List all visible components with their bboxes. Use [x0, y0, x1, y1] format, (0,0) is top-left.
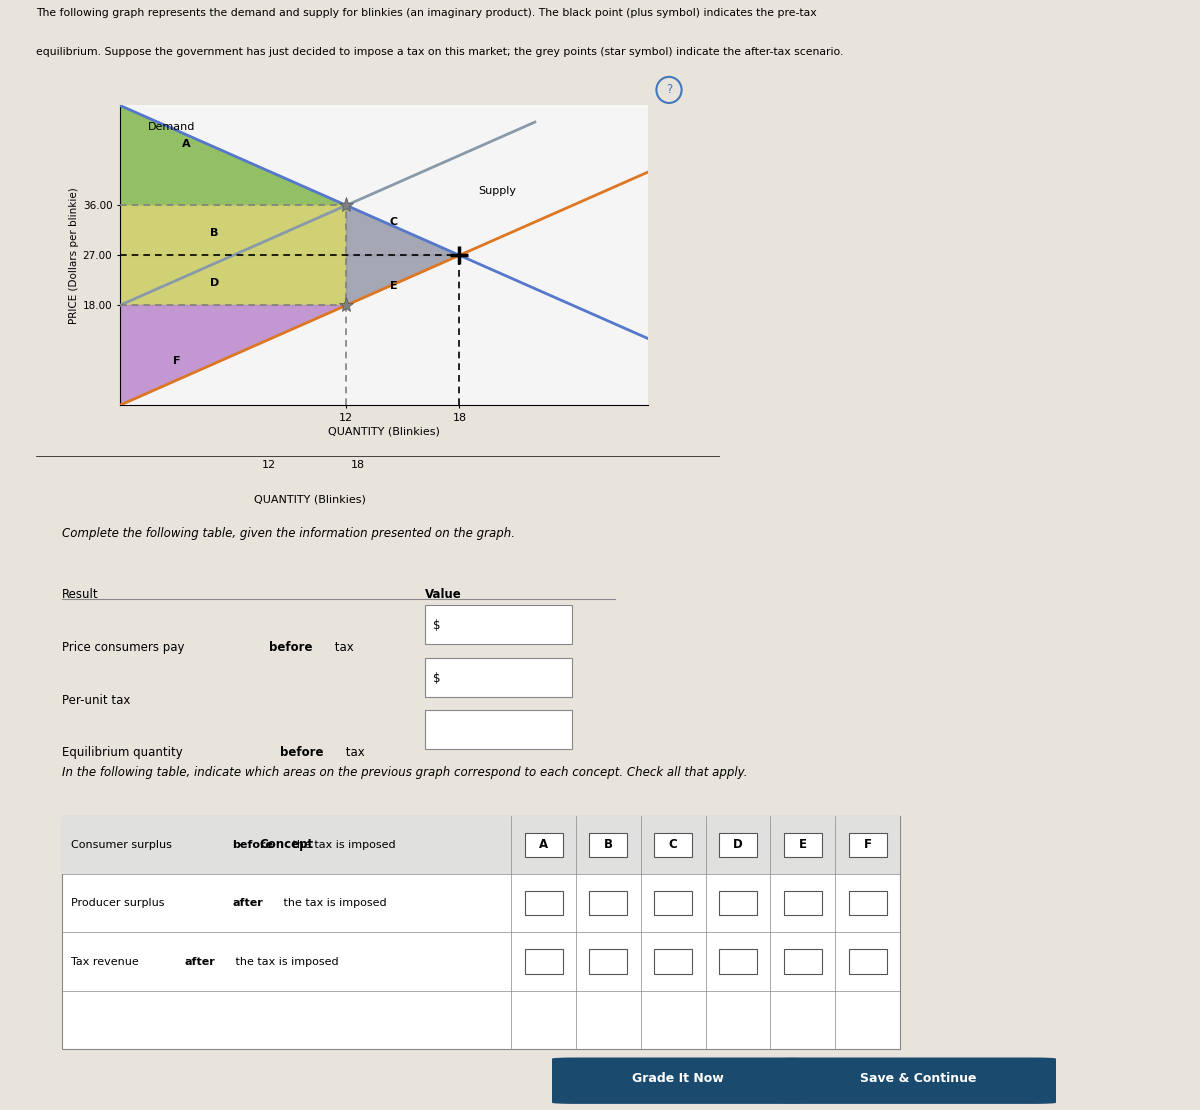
- Text: after: after: [185, 957, 215, 967]
- Text: Supply: Supply: [479, 186, 516, 196]
- FancyBboxPatch shape: [784, 949, 822, 973]
- Text: F: F: [864, 838, 871, 851]
- FancyBboxPatch shape: [589, 832, 628, 857]
- Text: Result: Result: [62, 588, 98, 602]
- Text: before: before: [280, 746, 323, 759]
- Text: tax: tax: [342, 746, 365, 759]
- Polygon shape: [347, 255, 460, 305]
- Text: A: A: [181, 139, 191, 150]
- Polygon shape: [120, 205, 347, 255]
- Text: before: before: [232, 840, 274, 850]
- FancyBboxPatch shape: [848, 949, 887, 973]
- Text: Demand: Demand: [149, 122, 196, 132]
- Y-axis label: PRICE (Dollars per blinkie): PRICE (Dollars per blinkie): [68, 186, 78, 324]
- FancyBboxPatch shape: [524, 832, 563, 857]
- FancyBboxPatch shape: [425, 710, 571, 749]
- FancyBboxPatch shape: [589, 949, 628, 973]
- Text: B: B: [210, 228, 218, 239]
- Text: the tax is imposed: the tax is imposed: [232, 957, 338, 967]
- FancyBboxPatch shape: [589, 891, 628, 916]
- FancyBboxPatch shape: [425, 657, 571, 697]
- FancyBboxPatch shape: [62, 816, 900, 1049]
- FancyBboxPatch shape: [780, 1058, 1056, 1103]
- Polygon shape: [347, 205, 460, 255]
- Text: 18: 18: [350, 460, 365, 470]
- FancyBboxPatch shape: [524, 891, 563, 916]
- Text: In the following table, indicate which areas on the previous graph correspond to: In the following table, indicate which a…: [62, 766, 748, 779]
- FancyBboxPatch shape: [784, 891, 822, 916]
- X-axis label: QUANTITY (Blinkies): QUANTITY (Blinkies): [328, 427, 440, 437]
- FancyBboxPatch shape: [719, 832, 757, 857]
- FancyBboxPatch shape: [524, 949, 563, 973]
- Text: $: $: [433, 672, 440, 685]
- Text: the tax is imposed: the tax is imposed: [289, 840, 396, 850]
- Text: the tax is imposed: the tax is imposed: [280, 898, 386, 908]
- Text: E: E: [799, 838, 806, 851]
- Text: A: A: [539, 838, 548, 851]
- Text: Consumer surplus: Consumer surplus: [71, 840, 175, 850]
- Text: The following graph represents the demand and supply for blinkies (an imaginary : The following graph represents the deman…: [36, 8, 817, 18]
- Text: equilibrium. Suppose the government has just decided to impose a tax on this mar: equilibrium. Suppose the government has …: [36, 48, 844, 58]
- FancyBboxPatch shape: [848, 891, 887, 916]
- Text: Concept: Concept: [259, 838, 313, 851]
- Text: Tax revenue: Tax revenue: [71, 957, 142, 967]
- FancyBboxPatch shape: [62, 816, 900, 875]
- Text: D: D: [733, 838, 743, 851]
- Text: after: after: [232, 898, 263, 908]
- Text: Per-unit tax: Per-unit tax: [62, 694, 131, 707]
- Text: Value: Value: [425, 588, 462, 602]
- Text: F: F: [173, 355, 180, 366]
- Polygon shape: [120, 305, 347, 405]
- Polygon shape: [120, 255, 347, 305]
- FancyBboxPatch shape: [719, 949, 757, 973]
- FancyBboxPatch shape: [654, 949, 692, 973]
- Text: ?: ?: [666, 83, 672, 97]
- Text: before: before: [269, 640, 313, 654]
- FancyBboxPatch shape: [848, 832, 887, 857]
- Text: C: C: [668, 838, 678, 851]
- Text: Equilibrium quantity: Equilibrium quantity: [62, 746, 186, 759]
- FancyBboxPatch shape: [425, 605, 571, 644]
- Text: B: B: [604, 838, 613, 851]
- Text: tax: tax: [331, 640, 354, 654]
- Text: Grade It Now: Grade It Now: [632, 1072, 724, 1084]
- Text: E: E: [390, 281, 397, 291]
- Text: Price consumers pay: Price consumers pay: [62, 640, 188, 654]
- Text: Save & Continue: Save & Continue: [859, 1072, 977, 1084]
- Text: C: C: [389, 216, 397, 228]
- FancyBboxPatch shape: [784, 832, 822, 857]
- Text: $: $: [433, 619, 440, 632]
- Polygon shape: [120, 105, 347, 205]
- Text: 12: 12: [262, 460, 276, 470]
- FancyBboxPatch shape: [654, 832, 692, 857]
- FancyBboxPatch shape: [552, 1058, 804, 1103]
- Text: Producer surplus: Producer surplus: [71, 898, 168, 908]
- Text: D: D: [210, 278, 218, 289]
- FancyBboxPatch shape: [654, 891, 692, 916]
- Text: Complete the following table, given the information presented on the graph.: Complete the following table, given the …: [62, 527, 515, 541]
- FancyBboxPatch shape: [719, 891, 757, 916]
- Text: QUANTITY (Blinkies): QUANTITY (Blinkies): [253, 494, 366, 504]
